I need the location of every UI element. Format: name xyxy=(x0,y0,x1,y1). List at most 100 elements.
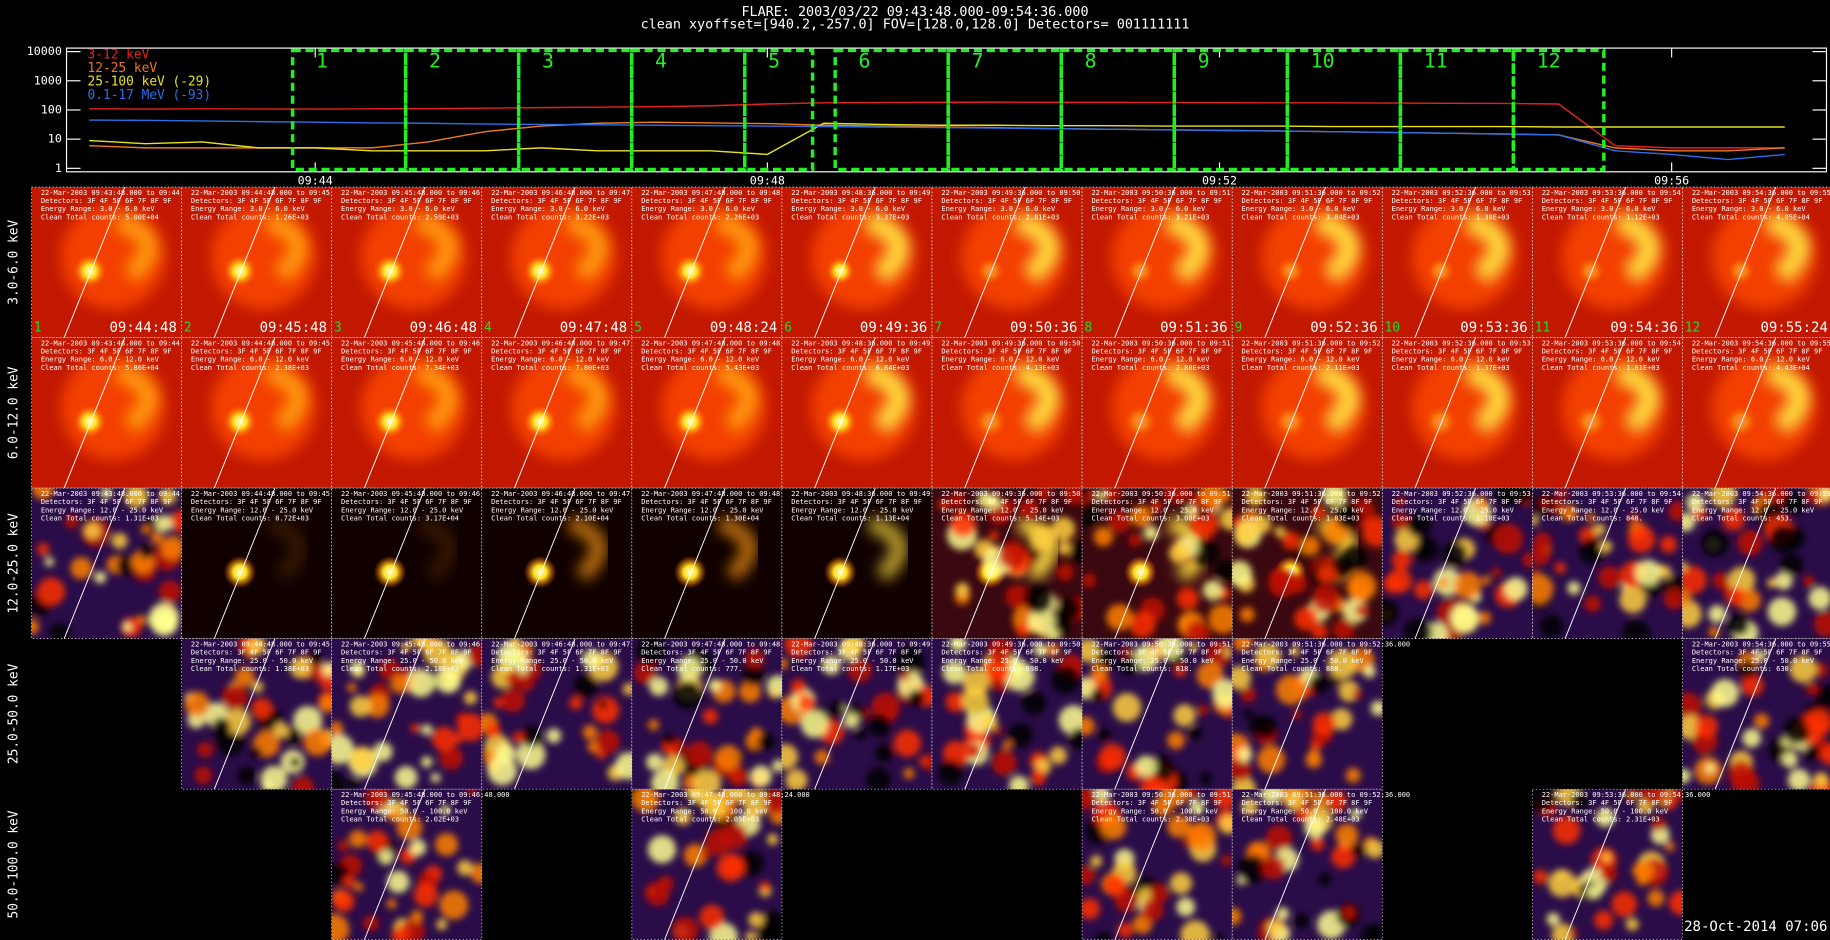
noise-blob xyxy=(1266,919,1283,935)
cell-detectors: Detectors: 3F 4F 5F 6F 7F 8F 9F xyxy=(341,348,472,356)
footpoint xyxy=(1274,405,1307,438)
noise-blob xyxy=(1769,525,1798,554)
noise-blob xyxy=(1820,744,1830,766)
noise-blob xyxy=(1222,647,1233,658)
footpoint xyxy=(523,254,557,288)
noise-blob xyxy=(1023,584,1054,614)
noise xyxy=(1082,789,1233,940)
noise-blob xyxy=(1090,855,1103,868)
loop-arc xyxy=(566,364,607,432)
cell-time: 09:53:36 xyxy=(1460,320,1527,336)
cell-image xyxy=(631,337,782,489)
cell-energy: Energy Range: 25.0 - 50.0 keV xyxy=(1091,657,1214,665)
noise-blob xyxy=(748,912,764,928)
footpoint xyxy=(673,555,707,589)
interval-label: 11 xyxy=(1424,50,1448,73)
noise-blob xyxy=(1682,561,1688,572)
noise-blob xyxy=(1243,709,1253,719)
noise-blob xyxy=(800,710,829,738)
limb xyxy=(1264,638,1327,790)
cell-range: 22-Mar-2003 09:51:36.000 to 09:52:36.000 xyxy=(1242,640,1411,648)
cell-energy: Energy Range: 6.0 - 12.0 keV xyxy=(941,356,1060,364)
noise-blob xyxy=(1806,488,1822,504)
cell-range: 22-Mar-2003 09:52:36.000 to 09:53:36.000 xyxy=(1392,339,1561,347)
loop-arc xyxy=(1617,214,1658,281)
cell-image xyxy=(1682,337,1830,489)
noise-blob xyxy=(413,882,438,908)
cell-counts: Clean Total counts: 818. xyxy=(1091,665,1192,673)
cell-counts: Clean Total counts: 2.38E+03 xyxy=(1091,816,1209,824)
cell-detectors: Detectors: 3F 4F 5F 6F 7F 8F 9F xyxy=(1392,197,1523,205)
noise-blob xyxy=(984,656,1011,683)
cell-detectors: Detectors: 3F 4F 5F 6F 7F 8F 9F xyxy=(1242,799,1373,807)
noise-blob xyxy=(1212,679,1233,708)
noise-blob xyxy=(197,741,214,758)
cell-counts: Clean Total counts: 3.22E+03 xyxy=(491,213,609,221)
cell-range: 22-Mar-2003 09:50:36.000 to 09:51:36.000 xyxy=(1091,640,1260,648)
noise-blob xyxy=(1345,767,1361,783)
image-cell: 22-Mar-2003 09:54:36.000 to 09:55:24.000… xyxy=(1682,487,1830,639)
cell-detectors: Detectors: 3F 4F 5F 6F 7F 8F 9F xyxy=(1542,498,1673,506)
cell-detectors: Detectors: 3F 4F 5F 6F 7F 8F 9F xyxy=(491,348,622,356)
noise-blob xyxy=(1532,573,1554,604)
cell-energy: Energy Range: 6.0 - 12.0 keV xyxy=(1692,356,1811,364)
noise-blob xyxy=(1214,559,1233,582)
cell-detectors: Detectors: 3F 4F 5F 6F 7F 8F 9F xyxy=(491,649,622,657)
cell-counts: Clean Total counts: 7.80E+03 xyxy=(491,364,609,372)
loop-arc xyxy=(266,364,307,432)
noise-blob xyxy=(234,666,255,687)
noise-blob xyxy=(516,740,546,770)
image-cell: 22-Mar-2003 09:43:48.000 to 09:44:48.000… xyxy=(31,487,209,639)
noise-blob xyxy=(1333,618,1355,639)
cell-image xyxy=(1682,488,1830,639)
noise-blob xyxy=(1090,664,1108,682)
noise-blob xyxy=(1208,604,1233,634)
noise-blob xyxy=(1221,854,1233,867)
cell-detectors: Detectors: 3F 4F 5F 6F 7F 8F 9F xyxy=(641,197,772,205)
interval-box xyxy=(742,48,815,172)
cell-counts: Clean Total counts: 2.81E+03 xyxy=(941,213,1059,221)
noise-blob xyxy=(1708,605,1727,624)
noise-blob xyxy=(1634,559,1662,586)
noise-blob xyxy=(950,510,977,538)
noise xyxy=(631,789,782,940)
noise-blob xyxy=(373,741,393,762)
noise-blob xyxy=(721,823,748,850)
cell-detectors: Detectors: 3F 4F 5F 6F 7F 8F 9F xyxy=(1242,348,1373,356)
noise-blob xyxy=(1082,898,1101,920)
noise-blob xyxy=(961,687,989,715)
noise-blob xyxy=(1233,638,1252,652)
noise-blob xyxy=(400,642,412,653)
noise xyxy=(633,638,782,790)
noise-blob xyxy=(1705,763,1716,774)
noise-blob xyxy=(337,839,350,852)
noise-blob xyxy=(1176,897,1196,917)
noise-blob xyxy=(1287,573,1308,594)
noise xyxy=(331,638,482,790)
cell-energy: Energy Range: 12.0 - 25.0 keV xyxy=(1692,506,1815,514)
noise-blob xyxy=(1232,560,1253,587)
cell-range: 22-Mar-2003 09:54:36.000 to 09:55:24.000 xyxy=(1692,339,1830,347)
cell-range: 22-Mar-2003 09:54:36.000 to 09:55:24.000 xyxy=(1692,640,1830,648)
noise-blob xyxy=(439,745,464,770)
noise-blob xyxy=(1363,665,1376,678)
noise-blob xyxy=(573,673,598,698)
footpoint xyxy=(1124,405,1157,438)
noise-blob xyxy=(307,650,322,666)
cell-detectors: Detectors: 3F 4F 5F 6F 7F 8F 9F xyxy=(941,197,1072,205)
noise-blob xyxy=(893,729,922,757)
noise-blob xyxy=(1522,552,1533,568)
noise-blob xyxy=(1651,816,1667,832)
cell-detectors: Detectors: 3F 4F 5F 6F 7F 8F 9F xyxy=(1542,348,1673,356)
noise-blob xyxy=(1586,884,1602,900)
loop-arc xyxy=(416,515,457,582)
noise-blob xyxy=(1150,883,1170,904)
cell-image xyxy=(1382,186,1533,338)
y-tick-label: 1000 xyxy=(34,73,62,87)
noise-blob xyxy=(150,531,164,545)
footpoint xyxy=(523,555,557,589)
noise-blob xyxy=(1532,789,1557,814)
noise-blob xyxy=(1173,704,1196,727)
noise-blob xyxy=(1552,816,1581,845)
cell-energy: Energy Range: 25.0 - 50.0 keV xyxy=(791,657,914,665)
